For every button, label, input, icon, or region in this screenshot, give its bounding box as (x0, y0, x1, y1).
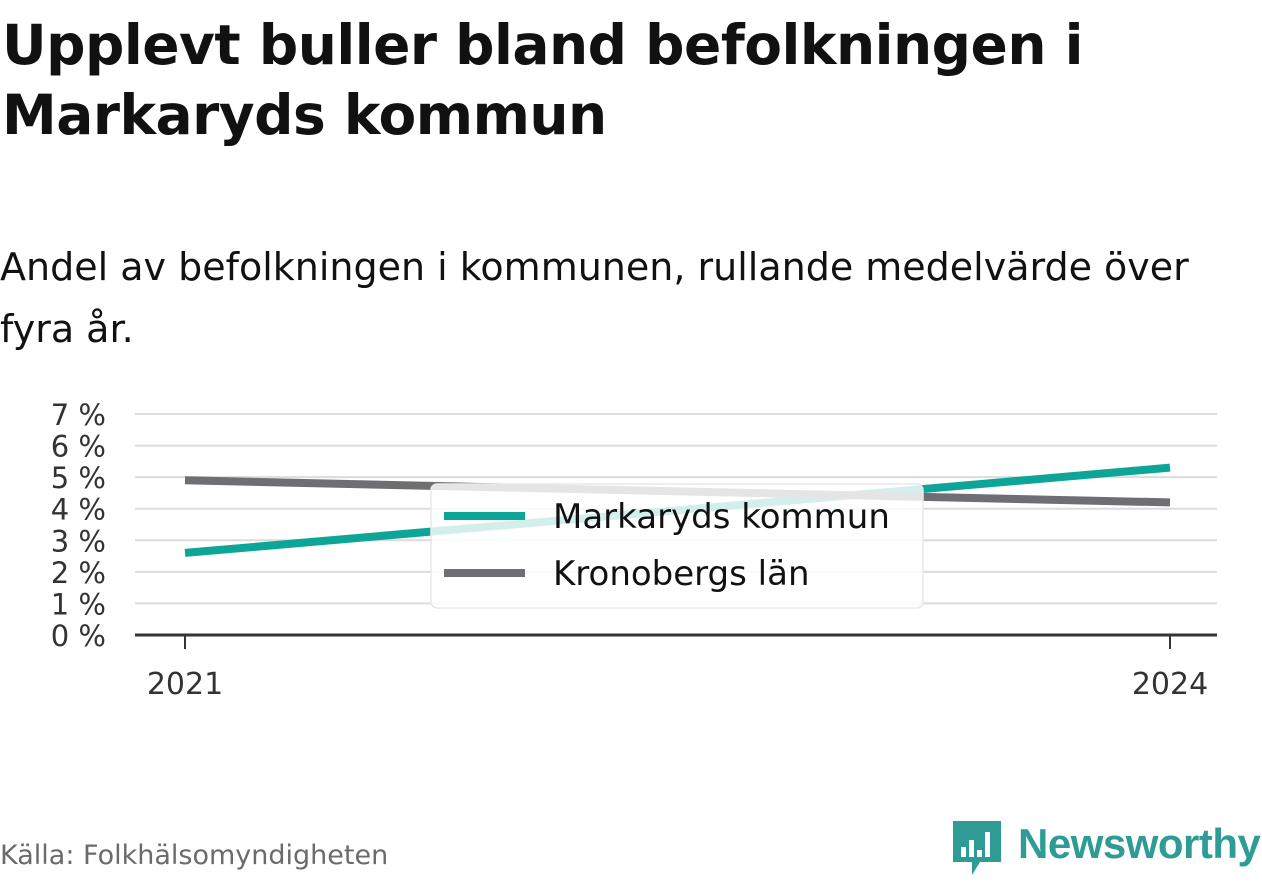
chart-title: Upplevt buller bland befolkningen i Mark… (2, 13, 1083, 147)
x-axis: 2021 2024 (135, 633, 1217, 702)
brand-logo: Newsworthy (950, 818, 1262, 878)
y-tick-label: 3 % (51, 524, 106, 558)
line-chart: 0 %1 %2 %3 %4 %5 %6 %7 % 2021 2024 Markar… (51, 398, 1217, 702)
y-tick-label: 0 % (51, 619, 106, 653)
chart-subtitle: Andel av befolkningen i kommunen, rullan… (0, 245, 1189, 351)
source-note: Källa: Folkhälsomyndigheten (0, 840, 389, 871)
legend: Markaryds kommun Kronobergs län (430, 483, 924, 609)
newsworthy-logo-icon (953, 821, 1001, 875)
y-tick-label: 6 % (51, 430, 106, 464)
legend-box (430, 483, 924, 609)
x-tick-label: 2021 (147, 667, 223, 702)
x-tick-label: 2024 (1132, 667, 1208, 702)
y-tick-label: 5 % (51, 461, 106, 495)
y-tick-label: 1 % (51, 587, 106, 621)
y-axis: 0 %1 %2 %3 %4 %5 %6 %7 % (51, 398, 106, 653)
legend-label: Markaryds kommun (553, 497, 890, 537)
legend-label: Kronobergs län (553, 554, 810, 594)
brand-name: Newsworthy (1018, 820, 1261, 867)
y-tick-label: 7 % (51, 398, 106, 432)
y-tick-label: 4 % (51, 493, 106, 527)
y-tick-label: 2 % (51, 556, 106, 590)
